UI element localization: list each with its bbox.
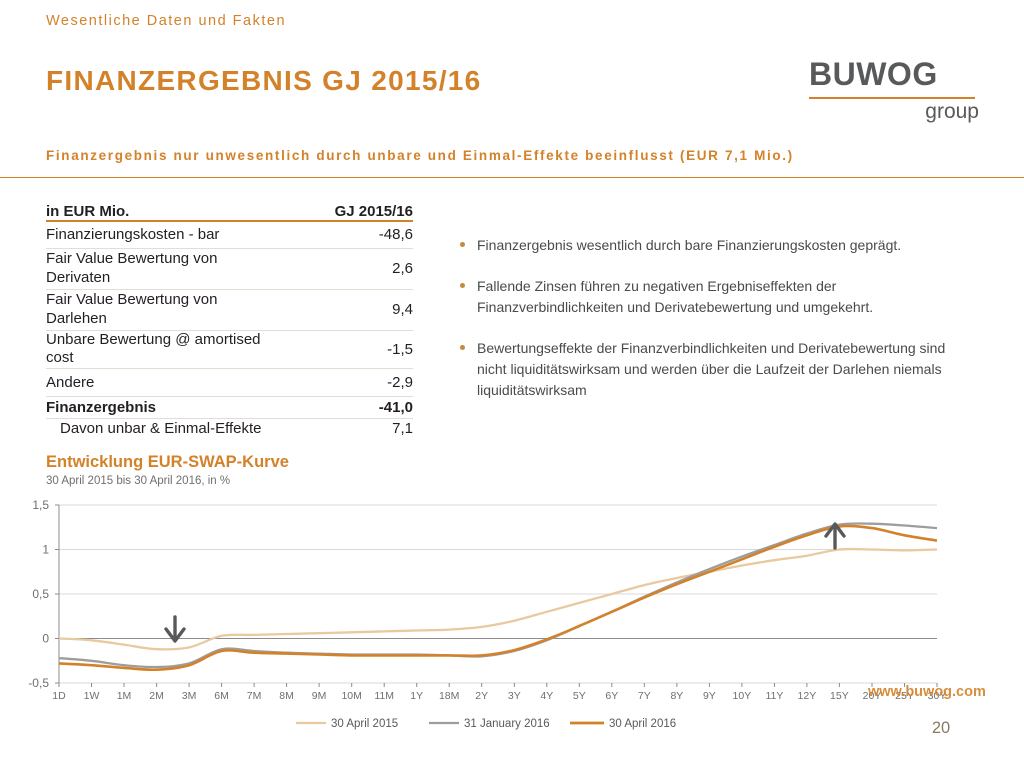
- svg-text:9M: 9M: [312, 690, 327, 702]
- svg-text:3Y: 3Y: [508, 690, 521, 702]
- svg-text:12Y: 12Y: [798, 690, 817, 702]
- svg-text:9Y: 9Y: [703, 690, 716, 702]
- svg-text:30 April 2016: 30 April 2016: [609, 718, 676, 730]
- svg-text:15Y: 15Y: [830, 690, 849, 702]
- svg-text:11M: 11M: [374, 690, 394, 702]
- svg-text:0: 0: [42, 632, 49, 646]
- svg-text:1D: 1D: [52, 690, 66, 702]
- svg-text:8Y: 8Y: [670, 690, 683, 702]
- svg-text:7M: 7M: [247, 690, 262, 702]
- svg-text:1M: 1M: [117, 690, 132, 702]
- svg-text:0,5: 0,5: [32, 587, 49, 601]
- svg-text:1,5: 1,5: [32, 498, 49, 512]
- svg-text:-0,5: -0,5: [28, 676, 49, 690]
- svg-text:10M: 10M: [341, 690, 361, 702]
- svg-text:30 April 2015: 30 April 2015: [331, 718, 398, 730]
- svg-text:6Y: 6Y: [605, 690, 618, 702]
- svg-text:7Y: 7Y: [638, 690, 651, 702]
- svg-text:2Y: 2Y: [475, 690, 488, 702]
- svg-text:1Y: 1Y: [410, 690, 423, 702]
- svg-text:6M: 6M: [214, 690, 229, 702]
- svg-text:5Y: 5Y: [573, 690, 586, 702]
- svg-text:31 January 2016: 31 January 2016: [464, 718, 550, 730]
- svg-text:8M: 8M: [279, 690, 294, 702]
- svg-text:3M: 3M: [182, 690, 197, 702]
- svg-text:2M: 2M: [149, 690, 164, 702]
- svg-text:1W: 1W: [84, 690, 100, 702]
- svg-text:10Y: 10Y: [733, 690, 752, 702]
- svg-text:11Y: 11Y: [765, 690, 783, 702]
- svg-text:1: 1: [42, 543, 49, 557]
- svg-text:18M: 18M: [439, 690, 459, 702]
- svg-text:4Y: 4Y: [540, 690, 553, 702]
- svg-text:20: 20: [932, 719, 950, 737]
- svg-text:www.buwog.com: www.buwog.com: [867, 684, 986, 700]
